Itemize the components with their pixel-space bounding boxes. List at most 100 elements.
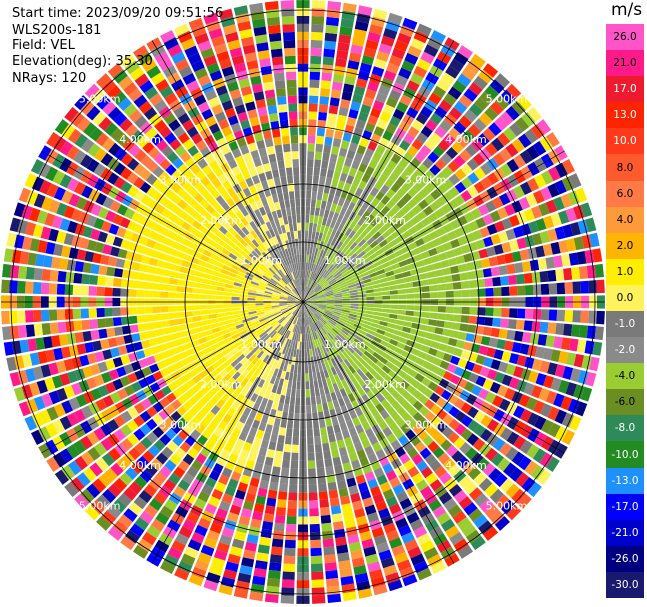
ray-gate: [207, 294, 216, 300]
ray-gate: [274, 80, 286, 90]
ray-gate: [75, 394, 88, 408]
ray-gate: [258, 234, 266, 243]
ray-gate: [125, 124, 139, 138]
ray-gate: [287, 304, 296, 308]
ray-gate: [257, 544, 270, 554]
ray-gate: [254, 560, 268, 570]
ray-gate: [286, 231, 292, 241]
ray-gate: [195, 453, 207, 465]
ray-gate: [284, 55, 296, 65]
ray-gate: [226, 512, 239, 523]
ray-gate: [322, 530, 334, 540]
ray-gate: [428, 247, 438, 257]
ray-gate: [231, 445, 242, 456]
ray-gate: [575, 187, 588, 203]
ray-gate: [535, 245, 546, 258]
azimuth-spoke: [302, 40, 455, 303]
ray-gate: [428, 347, 438, 357]
ray-gate: [468, 279, 478, 289]
ray-gate: [357, 238, 367, 248]
ray-gate: [457, 215, 468, 227]
ray-gate: [380, 205, 391, 216]
ray-gate: [232, 285, 242, 291]
ray-gate: [115, 366, 127, 378]
ray-gate: [191, 531, 205, 544]
ray-gate: [461, 415, 473, 428]
ray-gate: [273, 310, 281, 315]
ray-gate: [399, 139, 411, 151]
ray-gate: [279, 303, 288, 306]
ray-gate: [376, 268, 386, 276]
ray-gate: [120, 153, 134, 166]
ray-gate: [524, 128, 539, 144]
ray-gate: [305, 214, 310, 223]
ray-gate: [234, 104, 246, 115]
ray-gate: [259, 317, 268, 323]
ray-gate: [307, 308, 312, 316]
ray-gate: [516, 379, 528, 393]
ray-gate: [160, 561, 176, 575]
ray-gate: [287, 314, 294, 321]
ray-gate: [434, 433, 447, 446]
ray-gate: [373, 311, 382, 317]
ray-gate: [316, 257, 322, 266]
ray-gate: [353, 274, 362, 281]
ray-gate: [262, 261, 271, 270]
ray-gate: [416, 132, 429, 144]
ray-gate: [385, 234, 395, 244]
ray-gate: [306, 246, 311, 255]
ray-gate: [257, 329, 266, 336]
ray-gate: [501, 286, 510, 296]
ray-gate: [223, 291, 233, 297]
ray-gate: [483, 356, 494, 368]
ray-gate: [175, 305, 185, 312]
ray-gate: [178, 65, 193, 78]
ray-gate: [456, 73, 472, 87]
ray-gate: [580, 280, 589, 294]
azimuth-spoke: [302, 301, 565, 454]
ray-gate: [477, 288, 486, 297]
ray-gate: [562, 224, 574, 238]
ray-gate: [319, 419, 326, 428]
ray-gate: [289, 315, 295, 323]
ray-gate: [357, 482, 369, 493]
ray-gate: [276, 334, 283, 343]
ray-gate: [147, 444, 161, 458]
ray-gate: [156, 335, 166, 345]
ray-gate: [221, 403, 231, 414]
ray-gate: [334, 365, 341, 374]
ray-gate: [336, 214, 344, 223]
ray-gate: [318, 306, 326, 310]
ray-gate: [465, 261, 475, 271]
ray-gate: [468, 487, 483, 501]
ray-gate: [353, 338, 362, 346]
ray-gate: [304, 254, 307, 263]
ray-gate: [239, 356, 249, 366]
ray-gate: [46, 406, 59, 421]
ray-gate: [160, 313, 169, 321]
ray-gate: [362, 257, 371, 265]
ray-gate: [64, 106, 79, 123]
ray-gate: [420, 51, 435, 64]
range-ring-label: 2.00km: [200, 378, 242, 391]
ray-gate: [74, 493, 89, 509]
ray-gate: [244, 323, 253, 330]
ray-gate: [294, 238, 299, 247]
ray-gate: [297, 262, 301, 271]
ray-gate: [168, 312, 177, 320]
ray-gate: [242, 187, 252, 197]
ray-gate: [500, 275, 509, 286]
ray-gate: [364, 281, 373, 287]
ray-gate: [472, 438, 486, 451]
ray-gate: [250, 75, 262, 86]
ray-gate: [332, 212, 340, 222]
ray-gate: [289, 199, 296, 208]
ray-gate: [365, 289, 374, 294]
ray-gate: [264, 89, 276, 99]
ray-gate: [211, 210, 221, 220]
ray-gate: [372, 100, 385, 111]
ray-gate: [280, 176, 287, 185]
ray-gate: [328, 210, 335, 220]
ray-gate: [407, 145, 419, 157]
ray-gate: [124, 207, 135, 220]
